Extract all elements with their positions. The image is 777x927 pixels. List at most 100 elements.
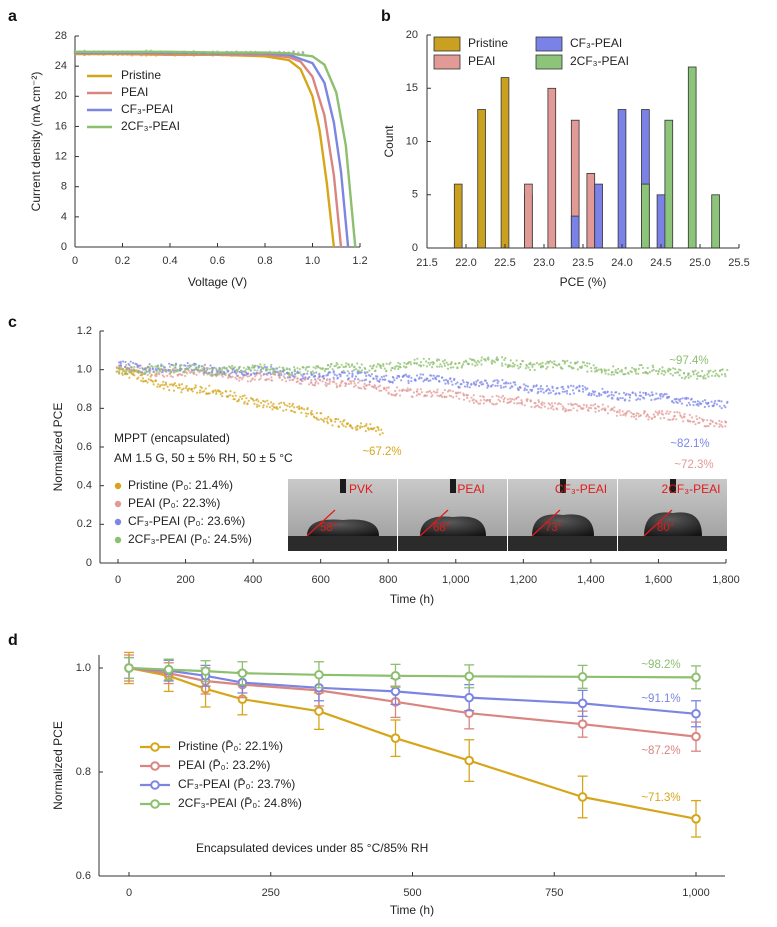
x-tick-label: 1.0 — [305, 255, 320, 267]
mppt-data-point — [286, 376, 289, 379]
mppt-data-point — [546, 365, 549, 369]
mppt-data-point — [118, 372, 121, 375]
mppt-data-point — [331, 424, 334, 427]
image-label: PVK — [349, 482, 373, 496]
mppt-data-point — [425, 391, 428, 394]
mppt-data-point — [234, 394, 237, 397]
mppt-data-point — [296, 377, 299, 380]
mppt-data-point — [147, 369, 150, 372]
mppt-data-point — [278, 366, 281, 369]
mppt-data-point — [333, 373, 336, 376]
mppt-data-point — [157, 383, 160, 386]
mppt-data-point — [503, 358, 506, 362]
jv-data-point — [116, 53, 120, 56]
mppt-data-point — [540, 390, 543, 393]
mppt-data-point — [572, 367, 575, 370]
mppt-data-point — [454, 362, 457, 365]
mppt-data-point — [325, 384, 328, 388]
mppt-data-point — [285, 408, 288, 411]
mppt-data-point — [450, 361, 453, 364]
mppt-data-point — [326, 364, 329, 367]
mppt-data-point — [594, 390, 597, 393]
mppt-data-point — [368, 369, 371, 372]
mppt-data-point — [346, 370, 349, 373]
mppt-data-point — [656, 413, 660, 416]
mppt-data-point — [269, 373, 272, 376]
degradation-curve — [128, 666, 697, 679]
mppt-data-point — [380, 375, 383, 379]
mppt-data-point — [408, 374, 411, 377]
y-tick-label: 0 — [412, 242, 418, 254]
mppt-data-point — [671, 374, 675, 377]
mppt-data-point — [356, 362, 359, 365]
mppt-data-point — [358, 370, 361, 373]
mppt-data-point — [695, 372, 698, 376]
mppt-data-point — [195, 368, 198, 371]
mppt-data-point — [726, 368, 729, 372]
data-marker — [691, 708, 701, 719]
mppt-data-point — [479, 381, 482, 384]
mppt-data-point — [308, 376, 311, 379]
mppt-data-point — [584, 386, 587, 389]
mppt-data-point — [491, 383, 494, 386]
mppt-data-point — [316, 365, 319, 368]
mppt-data-point — [133, 369, 136, 372]
mppt-data-point — [466, 394, 469, 397]
mppt-data-point — [150, 373, 153, 376]
legend-label: CF₃-PEAI (P̄₀: 23.7%) — [178, 777, 295, 791]
mppt-data-point — [537, 387, 540, 391]
mppt-data-point — [590, 366, 593, 370]
mppt-data-point — [543, 402, 546, 405]
mppt-data-point — [254, 375, 257, 378]
mppt-data-point — [691, 416, 694, 419]
mppt-data-point — [182, 387, 185, 390]
mppt-data-point — [553, 360, 556, 363]
mppt-data-point — [298, 407, 301, 410]
mppt-data-point — [353, 377, 357, 381]
histogram-bar — [617, 109, 627, 249]
mppt-data-point — [612, 373, 616, 376]
mppt-data-point — [446, 379, 449, 382]
mppt-data-point — [535, 361, 539, 365]
mppt-data-point — [245, 397, 248, 400]
mppt-data-point — [164, 381, 167, 384]
jv-data-point — [282, 51, 286, 54]
mppt-data-point — [398, 394, 402, 397]
mppt-data-point — [672, 401, 675, 404]
mppt-data-point — [702, 375, 705, 379]
mppt-data-point — [202, 367, 205, 370]
mppt-data-point — [188, 387, 191, 390]
mppt-data-point — [585, 405, 588, 408]
mppt-data-point — [541, 361, 544, 364]
mppt-data-point — [365, 423, 368, 426]
mppt-data-point — [331, 380, 334, 383]
mppt-data-point — [278, 406, 282, 409]
mppt-data-point — [418, 364, 421, 367]
mppt-data-point — [248, 366, 251, 370]
mppt-data-point — [414, 378, 417, 381]
mppt-data-point — [326, 382, 329, 385]
jv-data-point — [263, 51, 267, 55]
mppt-data-point — [349, 424, 352, 427]
mppt-data-point — [479, 399, 482, 402]
droplet — [307, 519, 379, 536]
mppt-data-point — [653, 398, 656, 401]
mppt-data-point — [720, 407, 723, 410]
mppt-data-point — [517, 396, 520, 399]
mppt-data-point — [539, 387, 542, 390]
mppt-data-point — [394, 389, 397, 393]
mppt-data-point — [415, 394, 418, 397]
mppt-data-point — [370, 373, 373, 376]
mppt-data-point — [267, 402, 270, 405]
mppt-data-point — [327, 372, 330, 375]
mppt-data-point — [219, 368, 222, 371]
mppt-data-point — [714, 399, 717, 403]
mppt-data-point — [667, 370, 670, 373]
y-tick-label: 16 — [55, 120, 67, 132]
mppt-data-point — [348, 372, 351, 375]
mppt-data-point — [533, 363, 536, 366]
mppt-data-point — [407, 389, 410, 392]
mppt-data-point — [187, 369, 191, 372]
jv-data-point — [140, 51, 143, 55]
